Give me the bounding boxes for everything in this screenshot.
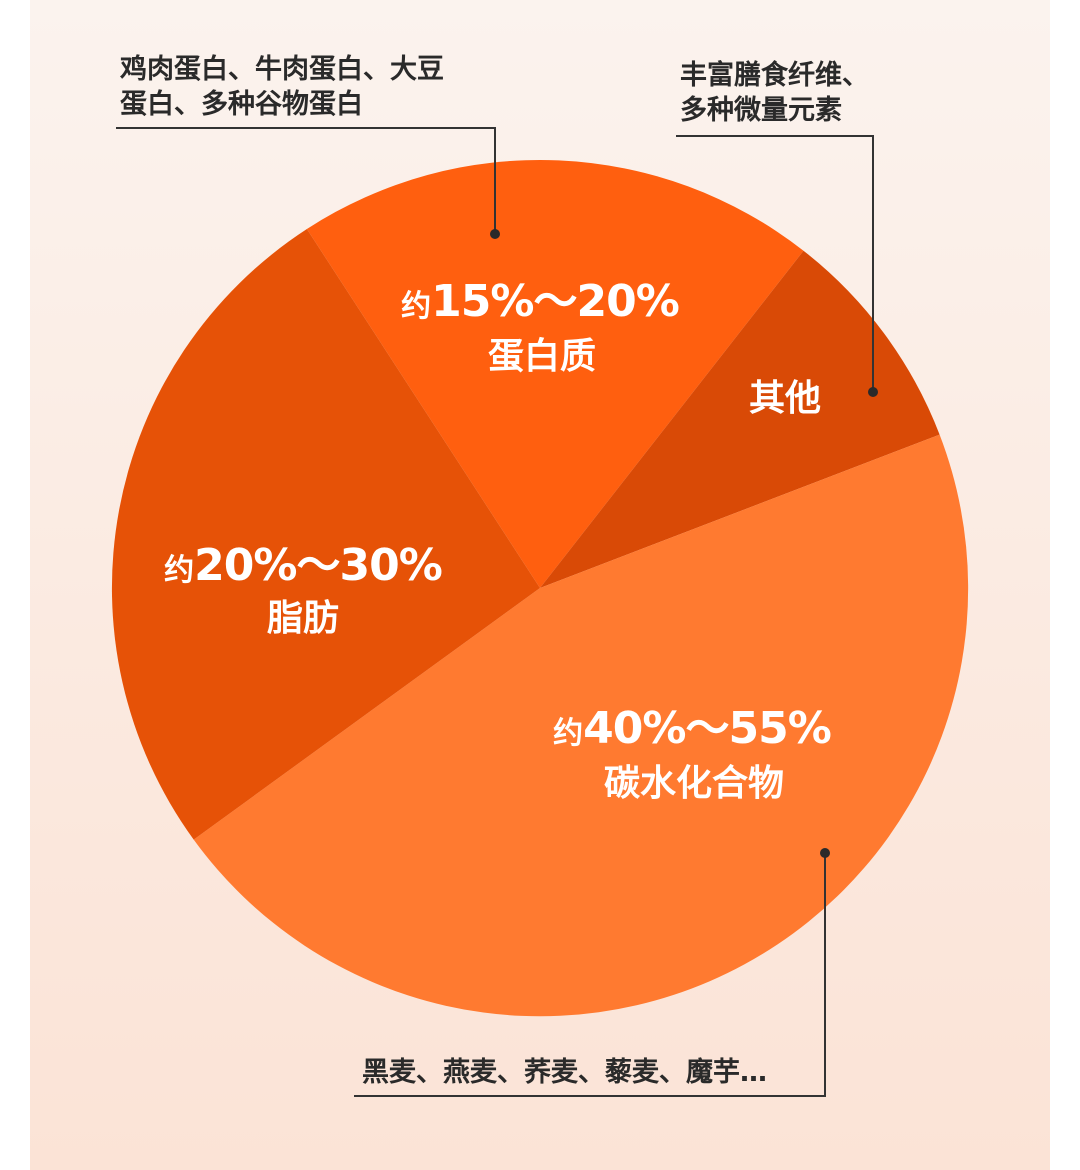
- note-protein-line1: 鸡肉蛋白、牛肉蛋白、大豆: [119, 53, 444, 85]
- leader-dot-carb: [820, 848, 830, 858]
- pie-slices: [111, 159, 969, 1017]
- slice-label-carb: 约40%～55%: [553, 703, 831, 754]
- note-other-line1: 丰富膳食纤维、: [680, 59, 869, 91]
- leader-dot-other: [868, 387, 878, 397]
- slice-label-fat: 约20%～30%: [164, 540, 442, 591]
- slice-prefix-fat: 约: [164, 553, 194, 588]
- slice-name-other: 其他: [749, 378, 821, 419]
- slice-name-fat: 脂肪: [267, 598, 339, 639]
- note-carb-line1: 黑麦、燕麦、荞麦、藜麦、魔芋…: [362, 1057, 767, 1088]
- slice-range-protein: 15%～20%: [431, 276, 679, 327]
- slice-label-protein: 约15%～20%: [401, 276, 679, 327]
- slice-name-protein: 蛋白质: [488, 336, 596, 377]
- pie-slice-protein: [306, 159, 804, 589]
- slice-range-carb: 40%～55%: [583, 703, 831, 754]
- leader-dot-protein: [490, 229, 500, 239]
- pie-slice-other: [540, 250, 940, 588]
- note-protein-line2: 蛋白、多种谷物蛋白: [120, 88, 363, 120]
- pie-slice-fat: [111, 229, 540, 840]
- leader-other: [676, 135, 874, 392]
- slice-prefix-carb: 约: [553, 716, 583, 751]
- slice-name-carb: 碳水化合物: [604, 763, 784, 804]
- pie-slice-carb: [193, 434, 969, 1017]
- leader-carb: [354, 853, 826, 1097]
- note-other-line2: 多种微量元素: [680, 95, 842, 126]
- leader-protein: [116, 127, 496, 234]
- slice-prefix-protein: 约: [401, 289, 431, 324]
- slice-range-fat: 20%～30%: [194, 540, 442, 591]
